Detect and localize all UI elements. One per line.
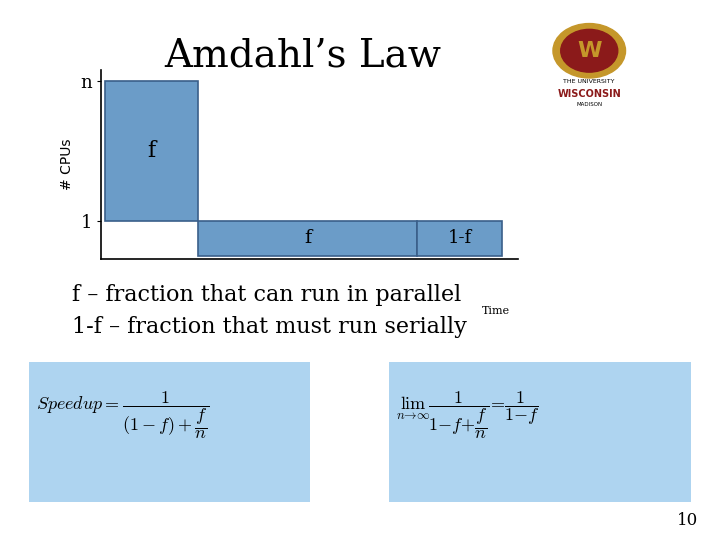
Bar — [198, 221, 417, 256]
Y-axis label: # CPUs: # CPUs — [60, 139, 74, 191]
Text: MADISON: MADISON — [576, 102, 603, 107]
Text: $Speedup = \dfrac{1}{(1-f)+\dfrac{f}{n}}$: $Speedup = \dfrac{1}{(1-f)+\dfrac{f}{n}}… — [36, 390, 210, 441]
Circle shape — [561, 29, 618, 72]
Text: Amdahl’s Law: Amdahl’s Law — [164, 38, 441, 75]
Text: Time: Time — [482, 306, 510, 316]
Text: 1-f – fraction that must run serially: 1-f – fraction that must run serially — [72, 316, 467, 338]
Text: f – fraction that can run in parallel: f – fraction that can run in parallel — [72, 284, 462, 306]
Text: f: f — [304, 229, 311, 247]
Bar — [105, 80, 198, 221]
Text: f: f — [148, 140, 156, 161]
FancyBboxPatch shape — [29, 362, 310, 502]
Text: 1-f: 1-f — [447, 229, 472, 247]
FancyBboxPatch shape — [389, 362, 691, 502]
Text: W: W — [577, 40, 601, 61]
Bar — [417, 221, 502, 256]
Text: 10: 10 — [677, 512, 698, 529]
Text: THE UNIVERSITY: THE UNIVERSITY — [564, 79, 615, 84]
Text: $\lim_{n\to\infty}\dfrac{1}{1-f+\dfrac{f}{n}}=\dfrac{1}{1-f}$: $\lim_{n\to\infty}\dfrac{1}{1-f+\dfrac{f… — [396, 390, 539, 441]
Text: WISCONSIN: WISCONSIN — [557, 89, 621, 98]
Circle shape — [553, 24, 626, 78]
